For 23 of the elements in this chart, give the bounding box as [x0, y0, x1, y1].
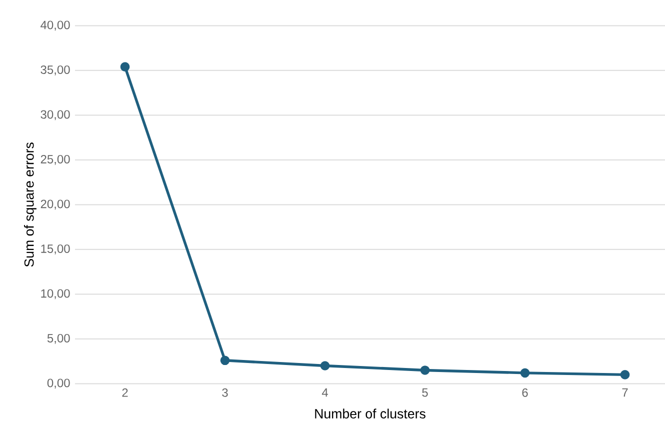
y-tick-label: 30,00	[40, 110, 70, 120]
point	[420, 366, 430, 375]
x-tick-label: 4	[322, 388, 328, 397]
x-tick-label: 2	[122, 388, 128, 397]
point	[320, 361, 330, 370]
point	[220, 356, 230, 366]
y-axis-title: Sum of square errors	[24, 142, 36, 267]
y-tick-label: 20,00	[40, 200, 70, 210]
y-tick-label: 5,00	[47, 334, 70, 344]
y-tick-label: 15,00	[41, 244, 70, 254]
y-tick-label: 40,00	[40, 20, 70, 31]
point	[120, 62, 130, 72]
x-tick-label: 3	[222, 388, 228, 397]
y-tick-label: 35,00	[40, 65, 70, 76]
point	[520, 368, 530, 378]
y-tick-label: 10,00	[41, 289, 70, 300]
y-tick-label: 0,00	[47, 378, 70, 389]
x-tick-label: 7	[622, 388, 628, 397]
x-tick-label: 5	[422, 388, 428, 397]
y-tick-label: 25,00	[40, 154, 70, 165]
x-axis-title: Number of clusters	[315, 408, 426, 418]
point	[620, 370, 630, 380]
x-tick-label: 6	[522, 388, 528, 397]
